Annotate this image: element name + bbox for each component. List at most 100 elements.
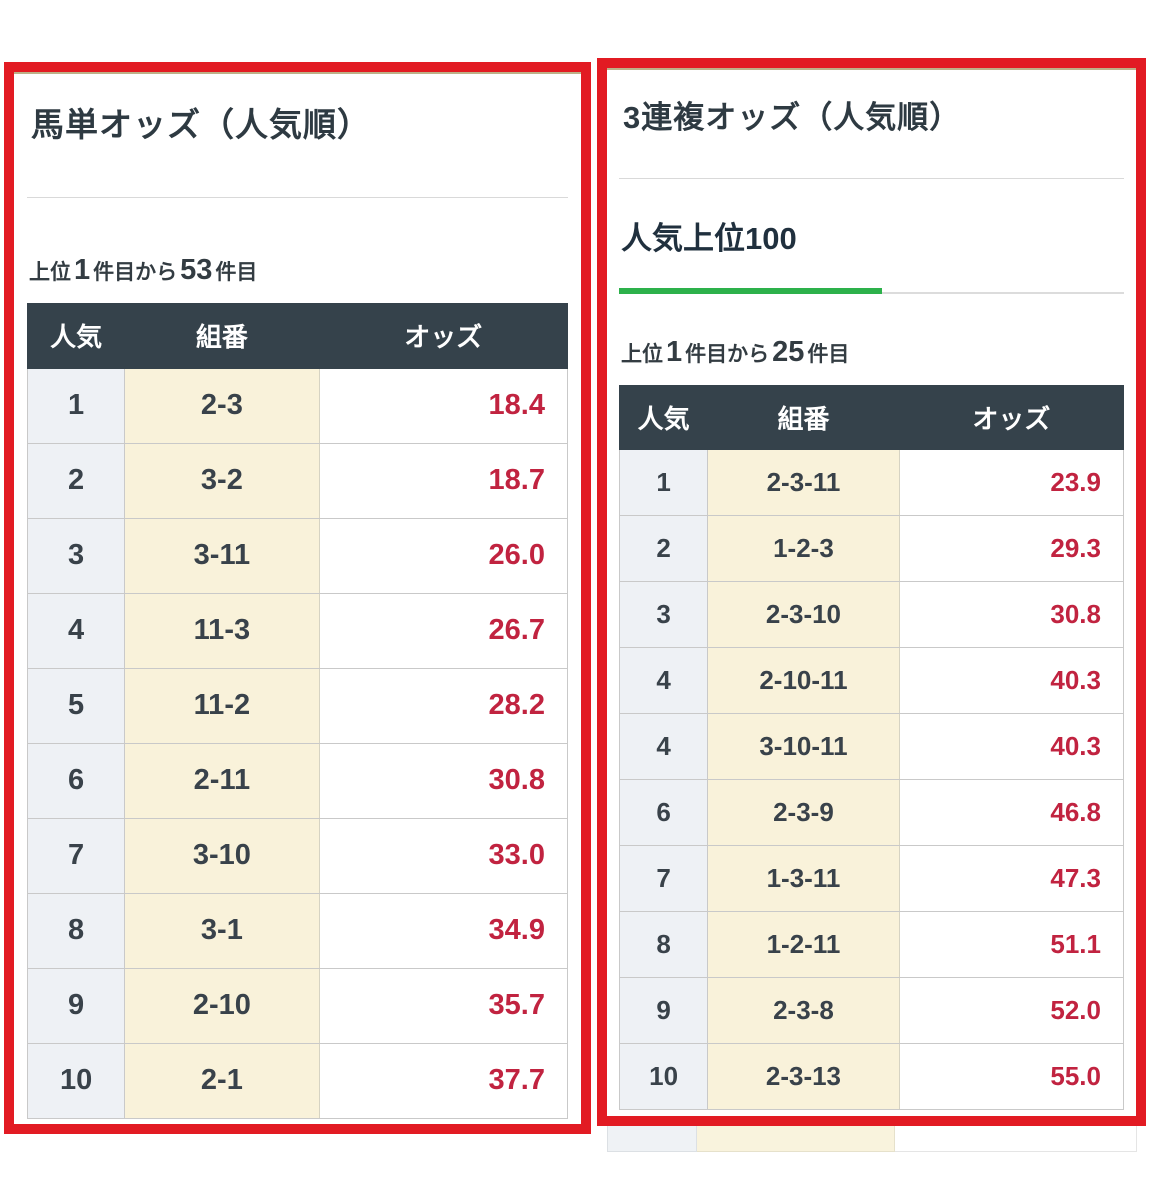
odds-cell: 52.0 bbox=[898, 977, 1125, 1045]
rank-cell: 4 bbox=[618, 713, 709, 781]
rank-cell: 2 bbox=[618, 515, 709, 583]
range-end: 件目 bbox=[215, 260, 258, 284]
rank-cell: 1 bbox=[618, 449, 709, 517]
exacta-odds-panel: 馬単オッズ（人気順） 上位 1 件目から 53 件目 人気 組番 オッズ 1 2-3 1… bbox=[4, 62, 591, 1134]
combo-cell: 11-2 bbox=[124, 667, 320, 744]
active-tab-indicator bbox=[619, 288, 882, 295]
trio-range-label: 上位 1 件目から 25 件目 bbox=[621, 336, 1124, 369]
combo-cell: 3-1 bbox=[124, 892, 320, 969]
range-end: 件目 bbox=[807, 343, 850, 367]
odds-cell: 46.8 bbox=[898, 779, 1125, 847]
range-to: 53 bbox=[180, 253, 213, 286]
clipped-next-row bbox=[607, 1126, 1137, 1152]
rank-cell: 9 bbox=[618, 977, 709, 1045]
table-row: 1 2-3-11 23.9 bbox=[618, 449, 1125, 517]
range-prefix: 上位 bbox=[621, 343, 663, 367]
exacta-odds-table: 人気 組番 オッズ 1 2-3 18.4 2 3-2 18.7 3 bbox=[26, 302, 569, 1119]
combo-cell: 2-3-10 bbox=[707, 581, 900, 649]
rank-cell: 3 bbox=[26, 517, 126, 594]
table-row: 4 11-3 26.7 bbox=[26, 592, 569, 669]
combo-cell: 2-3-9 bbox=[707, 779, 900, 847]
exacta-range-label: 上位 1 件目から 53 件目 bbox=[29, 254, 568, 287]
table-row: 3 2-3-10 30.8 bbox=[618, 581, 1125, 649]
header-odds: オッズ bbox=[898, 385, 1125, 451]
odds-cell: 34.9 bbox=[318, 892, 569, 969]
clipped-rank-cell bbox=[607, 1126, 697, 1152]
rank-cell: 7 bbox=[618, 845, 709, 913]
rank-cell: 8 bbox=[26, 892, 126, 969]
odds-cell: 47.3 bbox=[898, 845, 1125, 913]
table-row: 9 2-3-8 52.0 bbox=[618, 977, 1125, 1045]
table-row: 10 2-3-13 55.0 bbox=[618, 1043, 1125, 1111]
combo-cell: 2-3-11 bbox=[707, 449, 900, 517]
table-row: 8 3-1 34.9 bbox=[26, 892, 569, 969]
trio-odds-table: 人気 組番 オッズ 1 2-3-11 23.9 2 1-2-3 29.3 3 bbox=[618, 385, 1125, 1111]
table-row: 2 3-2 18.7 bbox=[26, 442, 569, 519]
table-header-row: 人気 組番 オッズ bbox=[618, 385, 1125, 451]
odds-cell: 40.3 bbox=[898, 713, 1125, 781]
table-row: 4 2-10-11 40.3 bbox=[618, 647, 1125, 715]
combo-cell: 3-10-11 bbox=[707, 713, 900, 781]
panel-top-accent-line bbox=[14, 72, 581, 74]
odds-cell: 23.9 bbox=[898, 449, 1125, 517]
clipped-odds-cell bbox=[895, 1126, 1137, 1152]
table-row: 8 1-2-11 51.1 bbox=[618, 911, 1125, 979]
combo-cell: 3-2 bbox=[124, 442, 320, 519]
rank-cell: 10 bbox=[26, 1042, 126, 1119]
rank-cell: 10 bbox=[618, 1043, 709, 1111]
tab-popularity-top100[interactable]: 人気上位100 bbox=[621, 221, 797, 257]
title-divider bbox=[619, 178, 1124, 180]
header-odds: オッズ bbox=[318, 302, 569, 369]
header-combo: 組番 bbox=[707, 385, 900, 451]
range-mid: 件目から bbox=[93, 260, 178, 284]
odds-cell: 26.7 bbox=[318, 592, 569, 669]
odds-cell: 18.7 bbox=[318, 442, 569, 519]
rank-cell: 5 bbox=[26, 667, 126, 744]
rank-cell: 8 bbox=[618, 911, 709, 979]
table-row: 6 2-11 30.8 bbox=[26, 742, 569, 819]
combo-cell: 3-10 bbox=[124, 817, 320, 894]
table-row: 10 2-1 37.7 bbox=[26, 1042, 569, 1119]
header-combo: 組番 bbox=[124, 302, 320, 369]
table-row: 7 3-10 33.0 bbox=[26, 817, 569, 894]
range-prefix: 上位 bbox=[29, 260, 71, 284]
title-divider bbox=[27, 196, 568, 198]
combo-cell: 3-11 bbox=[124, 517, 320, 594]
odds-cell: 18.4 bbox=[318, 367, 569, 444]
combo-cell: 1-2-3 bbox=[707, 515, 900, 583]
tab-underline bbox=[619, 288, 1124, 295]
odds-cell: 26.0 bbox=[318, 517, 569, 594]
combo-cell: 2-3 bbox=[124, 367, 320, 444]
header-rank: 人気 bbox=[618, 385, 709, 451]
rank-cell: 6 bbox=[26, 742, 126, 819]
combo-cell: 1-3-11 bbox=[707, 845, 900, 913]
odds-cell: 30.8 bbox=[898, 581, 1125, 649]
odds-cell: 51.1 bbox=[898, 911, 1125, 979]
rank-cell: 1 bbox=[26, 367, 126, 444]
table-row: 6 2-3-9 46.8 bbox=[618, 779, 1125, 847]
table-row: 2 1-2-3 29.3 bbox=[618, 515, 1125, 583]
combo-cell: 2-10 bbox=[124, 967, 320, 1044]
rank-cell: 7 bbox=[26, 817, 126, 894]
table-row: 3 3-11 26.0 bbox=[26, 517, 569, 594]
table-row: 7 1-3-11 47.3 bbox=[618, 845, 1125, 913]
rank-cell: 9 bbox=[26, 967, 126, 1044]
rank-cell: 6 bbox=[618, 779, 709, 847]
combo-cell: 2-1 bbox=[124, 1042, 320, 1119]
odds-cell: 37.7 bbox=[318, 1042, 569, 1119]
table-row: 9 2-10 35.7 bbox=[26, 967, 569, 1044]
odds-cell: 29.3 bbox=[898, 515, 1125, 583]
table-row: 4 3-10-11 40.3 bbox=[618, 713, 1125, 781]
combo-cell: 2-3-13 bbox=[707, 1043, 900, 1111]
trio-odds-panel: 3連複オッズ（人気順） 人気上位100 上位 1 件目から 25 件目 人気 組番 オッ… bbox=[597, 58, 1146, 1126]
odds-cell: 28.2 bbox=[318, 667, 569, 744]
table-row: 5 11-2 28.2 bbox=[26, 667, 569, 744]
combo-cell: 11-3 bbox=[124, 592, 320, 669]
combo-cell: 2-3-8 bbox=[707, 977, 900, 1045]
odds-cell: 33.0 bbox=[318, 817, 569, 894]
odds-cell: 30.8 bbox=[318, 742, 569, 819]
panel-top-accent-line bbox=[607, 68, 1136, 70]
combo-cell: 1-2-11 bbox=[707, 911, 900, 979]
range-from: 1 bbox=[74, 253, 91, 286]
